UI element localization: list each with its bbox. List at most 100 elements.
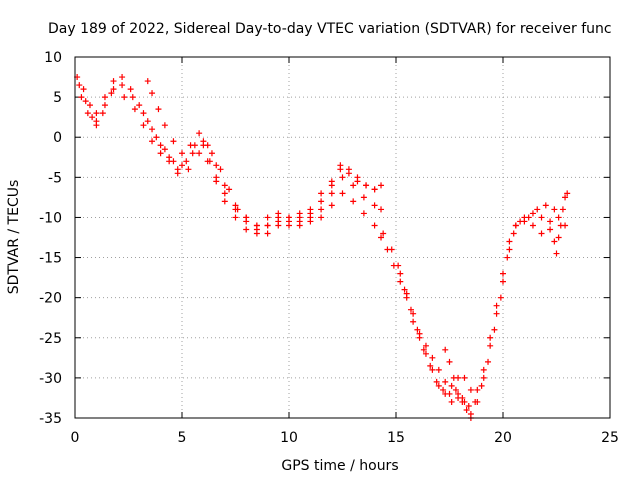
x-tick-label: 25 xyxy=(601,430,619,446)
data-point xyxy=(429,366,436,373)
data-point xyxy=(78,94,85,101)
data-point xyxy=(354,174,361,181)
data-point xyxy=(339,174,346,181)
data-point xyxy=(442,378,449,385)
data-point xyxy=(339,190,346,197)
data-point xyxy=(318,198,325,205)
data-point xyxy=(448,382,455,389)
data-point xyxy=(455,390,462,397)
data-point xyxy=(217,166,224,173)
y-tick-label: -30 xyxy=(39,371,62,387)
data-point xyxy=(371,186,378,193)
series-track-6 xyxy=(388,202,558,409)
data-point xyxy=(500,270,506,277)
data-point xyxy=(119,82,126,89)
data-point xyxy=(485,358,492,365)
data-point xyxy=(378,234,385,241)
data-point xyxy=(538,214,545,221)
data-point xyxy=(196,150,203,157)
data-point xyxy=(487,334,494,341)
x-tick-label: 5 xyxy=(178,430,187,446)
data-point xyxy=(99,110,106,117)
data-point xyxy=(350,182,357,189)
data-point xyxy=(395,262,402,269)
data-point xyxy=(378,206,385,213)
plot-frame xyxy=(74,56,611,419)
data-point xyxy=(564,190,571,197)
data-point xyxy=(542,202,549,209)
series-track-4 xyxy=(144,78,378,237)
y-tick-label: -20 xyxy=(39,291,62,307)
data-point xyxy=(179,162,185,169)
data-point xyxy=(529,222,536,229)
data-point xyxy=(189,150,196,157)
y-tick-label: -5 xyxy=(48,170,62,186)
chart-title: Day 189 of 2022, Sidereal Day-to-day VTE… xyxy=(48,21,612,37)
data-point xyxy=(452,386,459,393)
data-point xyxy=(213,162,220,169)
data-point xyxy=(504,254,511,261)
data-point xyxy=(318,214,325,221)
data-point xyxy=(551,206,558,213)
data-point xyxy=(529,210,536,217)
data-point xyxy=(179,150,185,157)
data-point xyxy=(474,386,481,393)
y-tick-label: 0 xyxy=(53,130,62,146)
data-point xyxy=(463,406,470,413)
data-point xyxy=(433,378,440,385)
data-point xyxy=(140,110,147,117)
data-point xyxy=(440,386,447,393)
data-point xyxy=(416,330,423,337)
data-point xyxy=(149,90,156,97)
data-point xyxy=(76,82,83,89)
data-point xyxy=(82,98,89,105)
data-point xyxy=(264,214,271,221)
data-point xyxy=(264,222,271,229)
data-point xyxy=(562,194,569,201)
data-point xyxy=(93,110,100,117)
data-point xyxy=(213,178,220,185)
data-point xyxy=(480,374,487,381)
data-point xyxy=(110,86,117,93)
data-point xyxy=(140,122,147,129)
data-point xyxy=(388,246,395,253)
data-point xyxy=(435,382,442,389)
data-point xyxy=(414,326,421,333)
data-point xyxy=(461,374,468,381)
data-point xyxy=(401,286,408,293)
data-point xyxy=(144,78,151,85)
data-point xyxy=(547,218,554,225)
data-point xyxy=(553,250,560,257)
y-tick-label: -10 xyxy=(39,210,62,226)
data-point xyxy=(547,226,554,233)
data-point xyxy=(493,302,500,309)
data-point xyxy=(538,230,545,237)
data-point xyxy=(110,78,117,85)
data-point xyxy=(286,222,292,229)
data-point xyxy=(208,150,215,157)
data-point xyxy=(196,130,203,137)
data-point xyxy=(149,126,156,133)
data-point xyxy=(328,202,335,209)
x-tick-label: 15 xyxy=(387,430,405,446)
data-point xyxy=(155,106,162,113)
data-point xyxy=(459,398,466,405)
data-point xyxy=(557,222,564,229)
data-point xyxy=(422,350,429,357)
x-tick-labels: 0 5 10 15 20 25 xyxy=(71,430,619,446)
data-point xyxy=(264,230,271,237)
data-point xyxy=(243,214,250,221)
data-point xyxy=(275,214,282,221)
data-point xyxy=(121,94,128,101)
data-point xyxy=(275,222,282,229)
data-point xyxy=(170,138,177,145)
data-point xyxy=(442,346,449,353)
data-point xyxy=(204,142,211,149)
data-point xyxy=(480,366,487,373)
x-tick-label: 0 xyxy=(71,430,80,446)
data-point xyxy=(86,102,93,109)
data-point xyxy=(253,226,260,233)
data-point xyxy=(360,210,367,217)
